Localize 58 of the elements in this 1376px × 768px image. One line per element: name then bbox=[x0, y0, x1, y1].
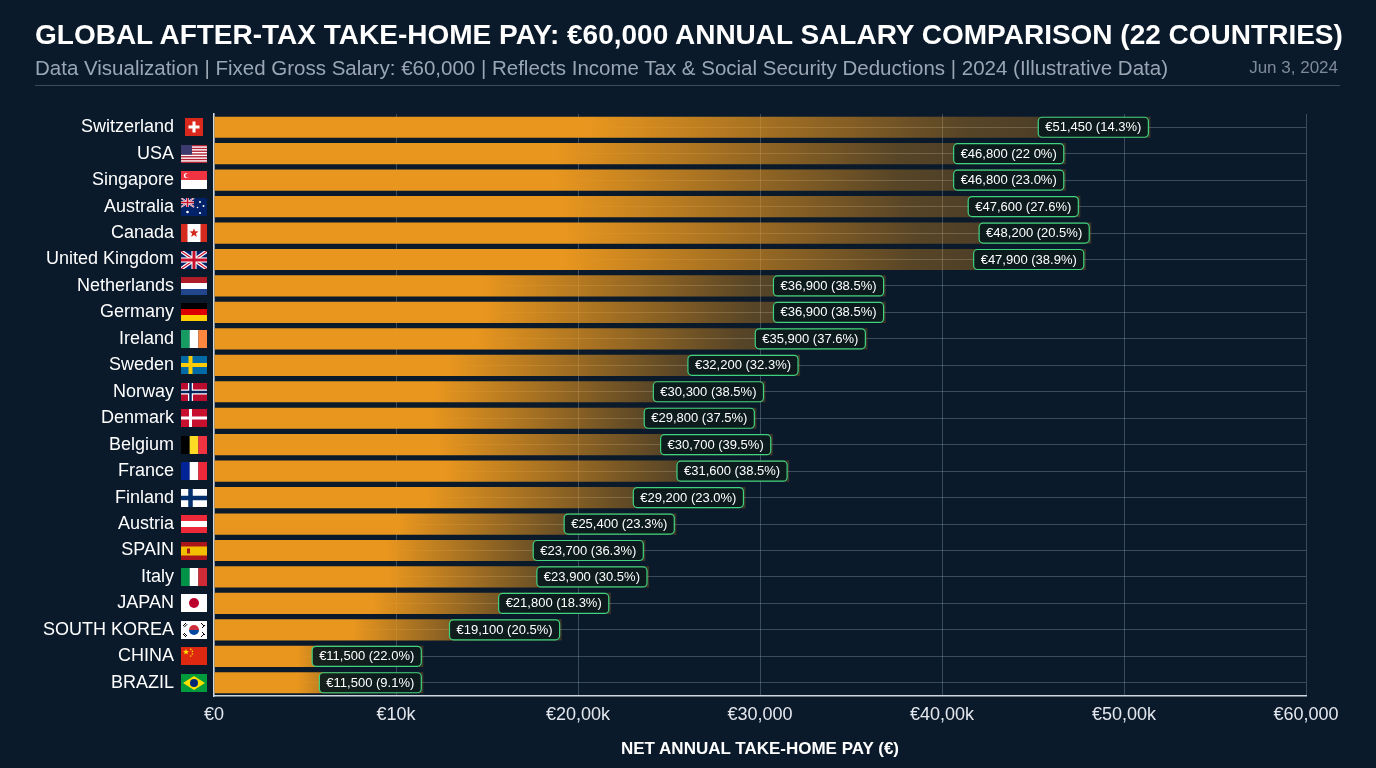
data-label: €23,700 (36.3%) bbox=[540, 542, 637, 558]
y-tick-label: Australia bbox=[103, 195, 175, 216]
data-label: €19,100 (20.5%) bbox=[456, 621, 553, 637]
y-tick-label: CHINA bbox=[117, 645, 174, 666]
y-tick-label: Belgium bbox=[108, 433, 174, 454]
y-tick-label: Finland bbox=[114, 486, 174, 507]
y-tick-label: Singapore bbox=[91, 169, 174, 190]
data-label: €36,900 (38.5%) bbox=[780, 278, 877, 294]
x-axis-title: NET ANNUAL TAKE-HOME PAY (€) bbox=[620, 739, 900, 759]
data-label: €30,700 (39.5%) bbox=[667, 436, 764, 452]
data-label: €47,900 (38.9%) bbox=[980, 251, 1077, 267]
x-tick-label: €0 bbox=[203, 703, 225, 724]
x-tick-label: €10k bbox=[376, 703, 417, 724]
data-label: €48,200 (20.5%) bbox=[986, 225, 1083, 241]
data-label: €23,900 (30.5%) bbox=[543, 569, 640, 585]
data-label: €46,800 (22 0%) bbox=[960, 145, 1057, 161]
y-tick-label: Canada bbox=[110, 222, 175, 243]
data-label: €47,600 (27.6%) bbox=[975, 198, 1072, 214]
y-tick-label: Denmark bbox=[100, 407, 175, 428]
y-tick-label: United Kingdom bbox=[45, 248, 174, 269]
y-tick-label: JAPAN bbox=[117, 592, 174, 613]
x-tick-label: €20,00k bbox=[545, 703, 612, 724]
data-label: €46,800 (23.0%) bbox=[960, 172, 1057, 188]
bar bbox=[214, 143, 1066, 165]
data-label: €29,800 (37.5%) bbox=[651, 410, 748, 426]
data-label: €11,500 (22.0%) bbox=[319, 648, 415, 664]
x-tick-label: €50,00k bbox=[1091, 703, 1158, 724]
data-label: €35,900 (37.6%) bbox=[762, 330, 859, 346]
x-tick-label: €40,00k bbox=[909, 703, 976, 724]
y-tick-label: SOUTH KOREA bbox=[42, 618, 174, 639]
x-tick-label: €60,000 bbox=[1273, 703, 1339, 724]
y-tick-label: Austria bbox=[117, 513, 175, 534]
data-label: €51,450 (14.3%) bbox=[1045, 119, 1142, 135]
chart-title: GLOBAL AFTER-TAX TAKE-HOME PAY: €60,000 ANNUAL SALARY COMPARISON (22 COUNTRIES) bbox=[35, 19, 1343, 51]
data-label: €30,300 (38.5%) bbox=[660, 383, 757, 399]
y-tick-label: Switzerland bbox=[80, 116, 174, 137]
y-tick-label: Ireland bbox=[118, 327, 174, 348]
y-tick-label: Netherlands bbox=[76, 274, 174, 295]
y-tick-label: SPAIN bbox=[121, 539, 174, 560]
data-label: €31,600 (38.5%) bbox=[683, 463, 781, 479]
y-tick-label: USA bbox=[136, 142, 174, 163]
bar bbox=[214, 169, 1066, 191]
y-tick-label: Germany bbox=[99, 301, 174, 322]
bar bbox=[214, 196, 1081, 218]
text: Jun 3, 2024 bbox=[1249, 58, 1338, 78]
data-label: €21,800 (18.3%) bbox=[505, 595, 602, 611]
data-label: €29,200 (23.0%) bbox=[640, 489, 737, 505]
y-tick-label: Sweden bbox=[108, 354, 174, 375]
y-tick-label: Italy bbox=[140, 565, 174, 586]
y-tick-label: France bbox=[117, 460, 174, 481]
x-tick-label: €30,000 bbox=[727, 703, 793, 724]
data-label: €32,200 (32.3%) bbox=[694, 357, 792, 373]
y-tick-label: Norway bbox=[112, 380, 174, 401]
y-tick-label: BRAZIL bbox=[110, 671, 174, 692]
data-label: €25,400 (23.3%) bbox=[571, 516, 668, 532]
data-label: €11,500 (9.1%) bbox=[326, 674, 415, 690]
data-label: €36,900 (38.5%) bbox=[780, 304, 877, 320]
chart-subtitle: Data Visualization | Fixed Gross Salary: €60,000 | Reflects Income Tax & Social Security Deductions | 2024 (Illustrative Data) bbox=[35, 56, 1168, 80]
